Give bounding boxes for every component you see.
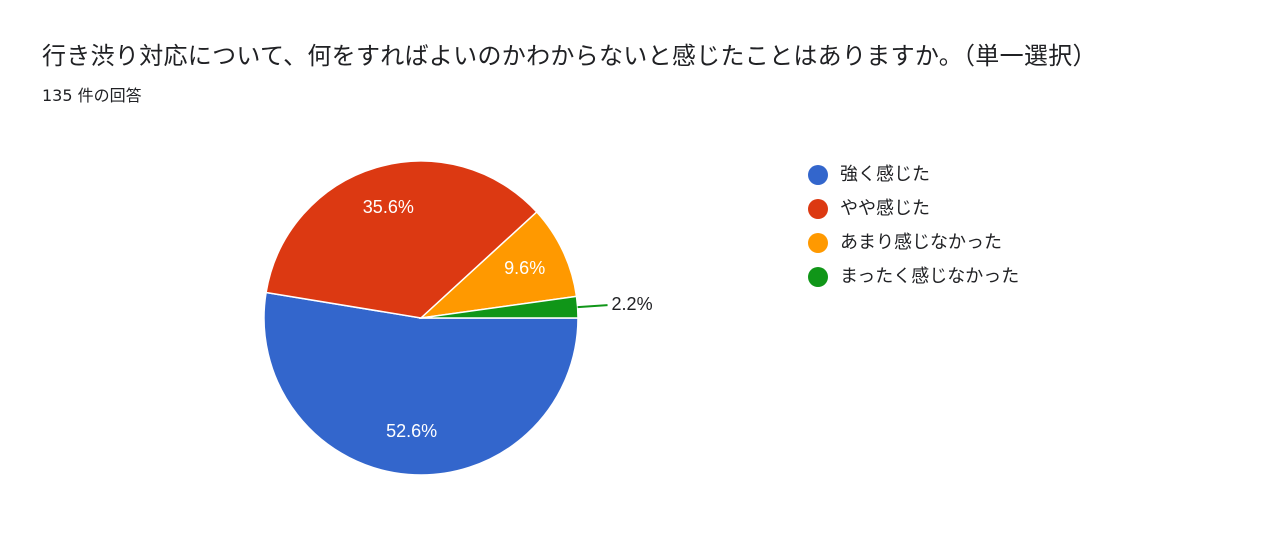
legend-item-somewhat-felt[interactable]: やや感じた [808, 192, 1019, 226]
legend-swatch [808, 165, 828, 185]
pie-slices [263, 160, 579, 476]
pie-slice-strongly-felt[interactable] [263, 291, 579, 476]
legend-swatch [808, 199, 828, 219]
pie-slice-never-felt[interactable] [420, 295, 579, 319]
slice-percent-label: 35.6% [363, 197, 414, 217]
legend-label: 強く感じた [840, 164, 930, 185]
legend-swatch [808, 233, 828, 253]
chart-legend: 強く感じた やや感じた あまり感じなかった まったく感じなかった [808, 158, 1019, 294]
pie-slice-somewhat-felt[interactable] [265, 160, 538, 319]
legend-item-rarely-felt[interactable]: あまり感じなかった [808, 226, 1019, 260]
legend-label: やや感じた [840, 198, 930, 219]
legend-item-never-felt[interactable]: まったく感じなかった [808, 260, 1019, 294]
legend-item-strongly-felt[interactable]: 強く感じた [808, 158, 1019, 192]
question-title: 行き渋り対応について、何をすればよいのかわからないと感じたことはありますか。（単… [42, 42, 1097, 70]
response-count: 135 件の回答 [42, 86, 142, 105]
slice-leader-line [577, 304, 608, 309]
legend-label: あまり感じなかった [840, 232, 1002, 253]
pie-slice-rarely-felt[interactable] [418, 210, 578, 320]
slice-percent-label: 2.2% [612, 294, 653, 314]
legend-swatch [808, 267, 828, 287]
pie-labels: 52.6% 35.6% 9.6% 2.2% [363, 197, 653, 441]
slice-percent-label: 9.6% [504, 258, 545, 278]
legend-label: まったく感じなかった [840, 266, 1020, 287]
slice-percent-label: 52.6% [386, 421, 437, 441]
